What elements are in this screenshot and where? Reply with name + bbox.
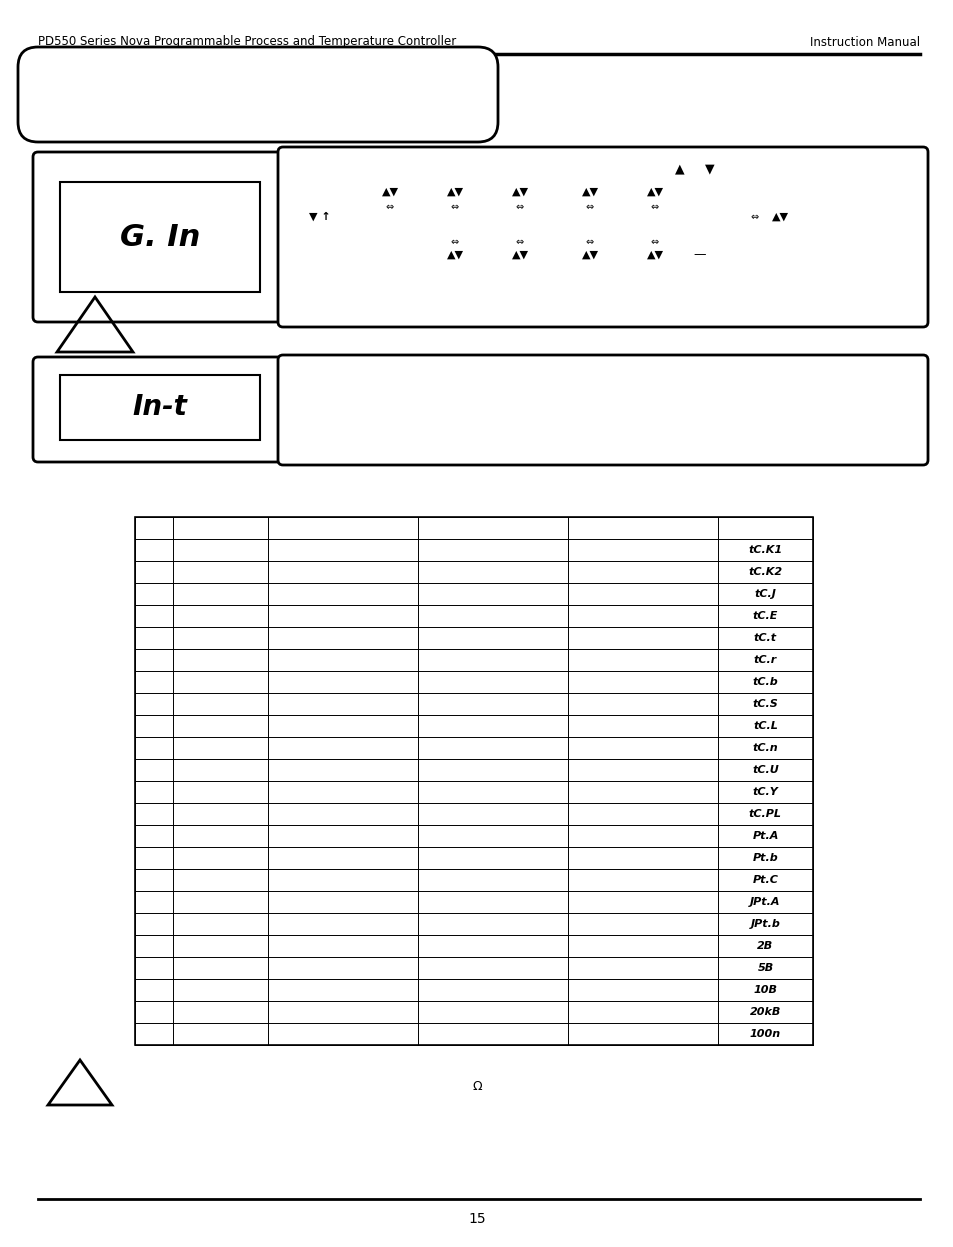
Text: ▲▼: ▲▼: [771, 212, 788, 222]
Text: Instruction Manual: Instruction Manual: [809, 35, 919, 49]
Text: ⇔: ⇔: [451, 202, 458, 212]
Text: JPt.b: JPt.b: [750, 919, 780, 929]
Text: tC.E: tC.E: [752, 611, 778, 621]
Text: tC.t: tC.t: [753, 633, 777, 643]
Text: ⇔: ⇔: [750, 212, 759, 222]
Text: 5B: 5B: [757, 963, 773, 973]
Text: ▲▼: ▲▼: [646, 249, 662, 261]
Text: Ω: Ω: [472, 1080, 481, 1094]
Text: ▲: ▲: [675, 162, 684, 176]
Text: ▼: ▼: [704, 162, 714, 176]
Text: tC.S: tC.S: [752, 700, 778, 710]
Text: tC.PL: tC.PL: [748, 809, 781, 819]
Text: ▲▼: ▲▼: [446, 187, 463, 197]
Text: tC.r: tC.r: [753, 655, 777, 665]
Text: ▲▼: ▲▼: [581, 249, 598, 261]
Text: JPt.A: JPt.A: [749, 897, 780, 907]
Text: G. In: G. In: [120, 222, 200, 252]
Text: ▲▼: ▲▼: [381, 187, 398, 197]
Text: ⇔: ⇔: [650, 237, 659, 247]
Text: ▲▼: ▲▼: [446, 249, 463, 261]
Text: —: —: [692, 248, 705, 262]
Text: tC.Y: tC.Y: [752, 787, 778, 797]
Text: ▲▼: ▲▼: [511, 187, 528, 197]
Text: 15: 15: [468, 1212, 485, 1226]
Text: 100n: 100n: [749, 1029, 781, 1039]
FancyBboxPatch shape: [33, 152, 288, 322]
Text: Pt.A: Pt.A: [752, 831, 778, 840]
Text: tC.n: tC.n: [752, 743, 778, 753]
Text: PD550 Series Nova Programmable Process and Temperature Controller: PD550 Series Nova Programmable Process a…: [38, 35, 456, 49]
Text: tC.b: tC.b: [752, 677, 778, 687]
Text: 20kB: 20kB: [749, 1008, 781, 1018]
Text: tC.J: tC.J: [754, 589, 776, 599]
FancyBboxPatch shape: [277, 355, 927, 465]
Text: ⇔: ⇔: [585, 237, 594, 247]
Text: Pt.b: Pt.b: [752, 853, 778, 863]
Text: Pt.C: Pt.C: [752, 875, 778, 885]
Text: ⇔: ⇔: [650, 202, 659, 212]
Text: ⇔: ⇔: [516, 202, 523, 212]
FancyBboxPatch shape: [18, 47, 497, 142]
Text: ▲▼: ▲▼: [511, 249, 528, 261]
Text: ▲▼: ▲▼: [581, 187, 598, 197]
Text: ▼ ↑: ▼ ↑: [309, 212, 331, 222]
Text: In-t: In-t: [132, 393, 187, 421]
Text: ⇔: ⇔: [516, 237, 523, 247]
FancyBboxPatch shape: [277, 147, 927, 327]
Bar: [135, 518, 812, 1045]
Text: 10B: 10B: [753, 985, 777, 995]
Text: tC.K2: tC.K2: [748, 567, 781, 577]
FancyBboxPatch shape: [33, 357, 288, 461]
Text: ⇔: ⇔: [451, 237, 458, 247]
Text: ⇔: ⇔: [386, 202, 394, 212]
Text: ▲▼: ▲▼: [646, 187, 662, 197]
Text: tC.U: tC.U: [751, 764, 778, 774]
Bar: [60, 375, 260, 440]
Text: tC.K1: tC.K1: [748, 545, 781, 555]
Bar: [60, 182, 260, 292]
Text: 2B: 2B: [757, 941, 773, 951]
Text: ⇔: ⇔: [585, 202, 594, 212]
Text: tC.L: tC.L: [752, 721, 777, 731]
